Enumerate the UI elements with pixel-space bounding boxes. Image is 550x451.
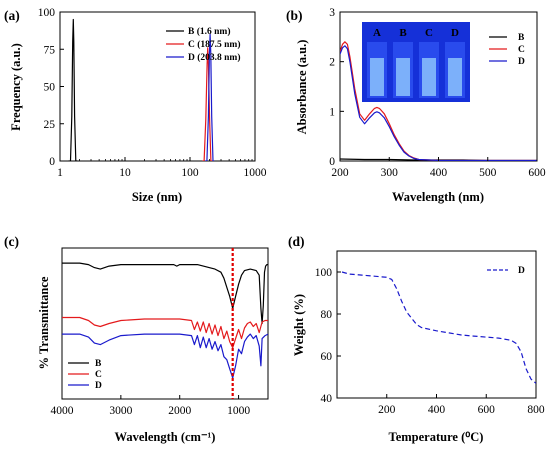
panel-a-xtick-label: 1000 bbox=[244, 167, 267, 179]
panel-b-xtick-label: 600 bbox=[528, 167, 546, 179]
legend-b-C: C bbox=[518, 45, 525, 55]
panel-b-legend: B C D bbox=[489, 33, 525, 67]
panel-c-xtick-label: 4000 bbox=[51, 405, 74, 417]
panel-b-label: (b) bbox=[286, 8, 303, 23]
panel-b-xlabel: Wavelength (nm) bbox=[392, 190, 484, 204]
panel-d-xtick-label: 400 bbox=[428, 404, 446, 416]
panel-d-ytick-label: 100 bbox=[315, 267, 333, 279]
panel-c-series-C bbox=[62, 316, 268, 349]
panel-d-xtick-label: 200 bbox=[378, 404, 396, 416]
panel-a-xtick-label: 100 bbox=[181, 167, 199, 179]
panel-d-xtick-label: 800 bbox=[527, 404, 545, 416]
panel-b-ytick-label: 3 bbox=[329, 7, 335, 19]
panel-c-label: (c) bbox=[4, 234, 19, 249]
panel-c-series-D bbox=[62, 333, 268, 379]
panel-a-xtick-label: 10 bbox=[119, 167, 131, 179]
panel-b-xtick-label: 300 bbox=[381, 167, 399, 179]
panel-a-ytick-label: 25 bbox=[44, 119, 56, 131]
panel-a-xlabel: Size (nm) bbox=[132, 190, 182, 204]
panel-b-xtick-label: 500 bbox=[479, 167, 497, 179]
panel-d-ytick-label: 40 bbox=[321, 393, 333, 405]
inset-label-A: A bbox=[373, 27, 381, 39]
panel-d-ytick-label: 60 bbox=[321, 351, 333, 363]
panel-a-ytick-label: 100 bbox=[38, 7, 56, 19]
panel-d-xtick-label: 600 bbox=[478, 404, 496, 416]
panel-c-xtick-label: 1000 bbox=[227, 405, 250, 417]
panel-b-xtick-label: 400 bbox=[430, 167, 448, 179]
panel-a-series-D bbox=[205, 33, 215, 161]
panel-d-legend: D bbox=[487, 266, 525, 276]
legend-b-B: B bbox=[518, 33, 525, 43]
legend-d-D: D bbox=[518, 266, 525, 276]
panel-a-xtick-label: 1 bbox=[57, 167, 63, 179]
panel-c: (c) 4000 3000 2000 1000 Wavelength (cm⁻¹) %… bbox=[4, 234, 269, 444]
vial-B-glow bbox=[396, 58, 410, 96]
panel-a-series-C bbox=[202, 47, 213, 161]
panel-c-frame bbox=[61, 247, 269, 400]
panel-c-legend: B C D bbox=[68, 359, 102, 391]
inset-label-C: C bbox=[425, 27, 433, 39]
legend-a-C: C (187.5 nm) bbox=[188, 39, 241, 50]
panel-b-inset-photo: A B C D bbox=[362, 22, 470, 102]
panel-d: (d) 200 400 600 800 40 60 80 100 Temperature (⁰… bbox=[288, 234, 545, 444]
panel-b-series-D bbox=[340, 45, 537, 161]
panel-c-xtick-label: 3000 bbox=[109, 405, 132, 417]
panel-c-xtick-label: 2000 bbox=[168, 405, 191, 417]
legend-b-D: D bbox=[518, 57, 525, 67]
panel-d-xlabel: Temperature (⁰C) bbox=[389, 430, 484, 444]
legend-c-D: D bbox=[95, 381, 102, 391]
vial-C-glow bbox=[422, 58, 436, 96]
panel-a: (a) 1 10 100 1000 0 25 50 75 100 Size (nm) Frequ… bbox=[4, 7, 267, 204]
panel-d-label: (d) bbox=[288, 234, 305, 249]
inset-label-B: B bbox=[399, 27, 407, 39]
panel-b-ytick-label: 0 bbox=[329, 156, 335, 168]
panel-b-ylabel: Absorbance (a.u.) bbox=[295, 40, 309, 135]
panel-b-ytick-label: 2 bbox=[329, 57, 335, 69]
panel-d-ylabel: Weight (%) bbox=[292, 294, 306, 356]
legend-c-B: B bbox=[95, 359, 102, 369]
legend-a-D: D (203.8 nm) bbox=[188, 52, 241, 63]
vial-D-glow bbox=[448, 58, 462, 96]
legend-c-C: C bbox=[95, 370, 102, 380]
panel-d-ytick-label: 80 bbox=[321, 309, 333, 321]
panel-a-series-B bbox=[68, 18, 78, 161]
panel-d-series-D bbox=[341, 271, 536, 384]
legend-a-B: B (1.6 nm) bbox=[188, 26, 231, 37]
inset-label-D: D bbox=[451, 27, 459, 39]
panel-b-ytick-label: 1 bbox=[329, 106, 335, 118]
panel-a-ytick-label: 0 bbox=[49, 156, 55, 168]
panel-b-xtick-label: 200 bbox=[331, 167, 349, 179]
panel-c-series-B bbox=[62, 262, 268, 325]
panel-a-legend: B (1.6 nm) C (187.5 nm) D (203.8 nm) bbox=[166, 26, 241, 63]
panel-a-ylabel: Frequency (a.u.) bbox=[9, 43, 23, 131]
panel-c-ylabel: % Transmittance bbox=[37, 276, 51, 369]
panel-d-frame bbox=[336, 250, 537, 399]
panel-a-ytick-label: 50 bbox=[44, 82, 56, 94]
vial-A-glow bbox=[370, 58, 384, 96]
panel-c-xlabel: Wavelength (cm⁻¹) bbox=[115, 430, 216, 444]
panel-a-label: (a) bbox=[4, 8, 20, 23]
panel-a-ytick-label: 75 bbox=[44, 44, 56, 56]
